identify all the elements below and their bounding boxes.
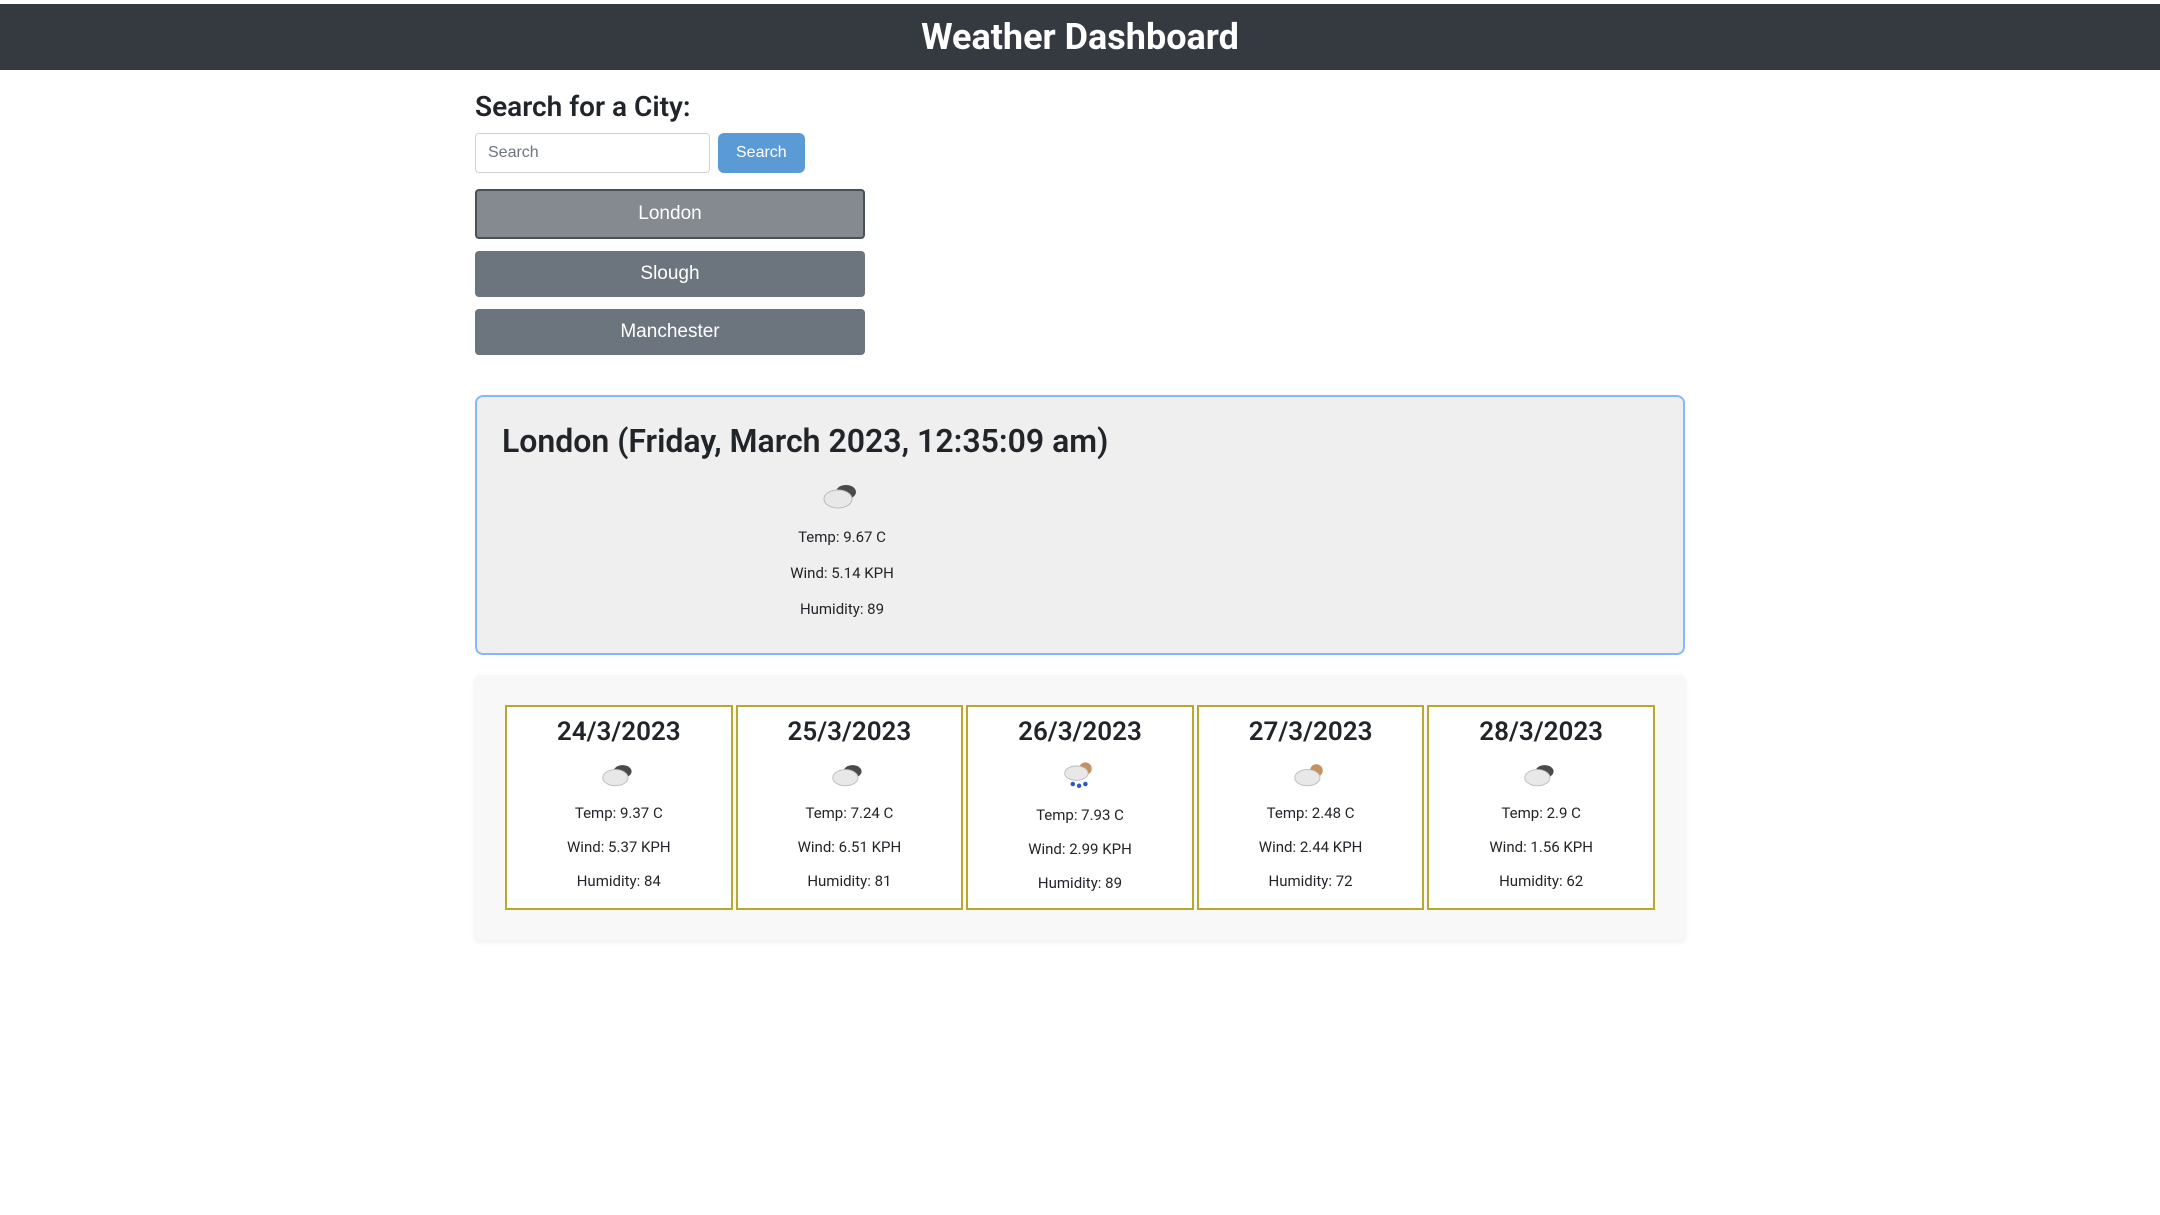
app-header: Weather Dashboard — [0, 4, 2160, 70]
forecast-date: 24/3/2023 — [515, 717, 723, 747]
forecast-humidity: Humidity: 62 — [1437, 872, 1645, 890]
forecast-wind: Wind: 5.37 KPH — [515, 838, 723, 856]
city-history: London Slough Manchester — [475, 189, 1685, 355]
forecast-humidity: Humidity: 72 — [1207, 872, 1415, 890]
forecast-temp: Temp: 2.48 C — [1207, 804, 1415, 822]
forecast-temp: Temp: 7.24 C — [746, 804, 954, 822]
search-row: Search — [475, 133, 1685, 173]
cloud-dark-icon — [515, 759, 723, 788]
city-button-slough[interactable]: Slough — [475, 251, 865, 297]
forecast-card: 28/3/2023 Temp: 2.9 C Wind: 1.56 KPH Hum… — [1427, 705, 1655, 910]
forecast-row: 24/3/2023 Temp: 9.37 C Wind: 5.37 KPH Hu… — [505, 705, 1655, 910]
forecast-card: 26/3/2023 Temp: 7.93 C Wind: 2.99 KPH Hu… — [966, 705, 1194, 910]
forecast-date: 28/3/2023 — [1437, 717, 1645, 747]
current-weather-title: London (Friday, March 2023, 12:35:09 am) — [502, 422, 1658, 460]
forecast-card: 25/3/2023 Temp: 7.24 C Wind: 6.51 KPH Hu… — [736, 705, 964, 910]
search-section: Search for a City: Search London Slough … — [475, 90, 1685, 355]
current-wind: Wind: 5.14 KPH — [712, 564, 972, 582]
forecast-temp: Temp: 7.93 C — [976, 806, 1184, 824]
cloud-dark-icon — [746, 759, 954, 788]
current-humidity: Humidity: 89 — [712, 600, 972, 618]
forecast-humidity: Humidity: 89 — [976, 874, 1184, 892]
forecast-humidity: Humidity: 84 — [515, 872, 723, 890]
cloud-dark-icon — [712, 480, 972, 510]
search-input[interactable] — [475, 133, 710, 173]
forecast-container: 24/3/2023 Temp: 9.37 C Wind: 5.37 KPH Hu… — [475, 675, 1685, 940]
forecast-humidity: Humidity: 81 — [746, 872, 954, 890]
forecast-date: 25/3/2023 — [746, 717, 954, 747]
partly-cloudy-icon — [1207, 759, 1415, 788]
forecast-card: 27/3/2023 Temp: 2.48 C Wind: 2.44 KPH Hu… — [1197, 705, 1425, 910]
forecast-wind: Wind: 1.56 KPH — [1437, 838, 1645, 856]
forecast-date: 27/3/2023 — [1207, 717, 1415, 747]
forecast-temp: Temp: 2.9 C — [1437, 804, 1645, 822]
city-button-london[interactable]: London — [475, 189, 865, 239]
forecast-wind: Wind: 2.44 KPH — [1207, 838, 1415, 856]
search-button[interactable]: Search — [718, 133, 805, 173]
forecast-temp: Temp: 9.37 C — [515, 804, 723, 822]
forecast-card: 24/3/2023 Temp: 9.37 C Wind: 5.37 KPH Hu… — [505, 705, 733, 910]
cloud-dark-icon — [1437, 759, 1645, 788]
current-temp: Temp: 9.67 C — [712, 528, 972, 546]
current-weather-details: Temp: 9.67 C Wind: 5.14 KPH Humidity: 89 — [712, 480, 972, 618]
current-weather-card: London (Friday, March 2023, 12:35:09 am)… — [475, 395, 1685, 655]
city-button-manchester[interactable]: Manchester — [475, 309, 865, 355]
app-title: Weather Dashboard — [0, 16, 2160, 58]
forecast-wind: Wind: 6.51 KPH — [746, 838, 954, 856]
search-title: Search for a City: — [475, 90, 1685, 123]
forecast-wind: Wind: 2.99 KPH — [976, 840, 1184, 858]
forecast-date: 26/3/2023 — [976, 717, 1184, 747]
rain-icon — [976, 759, 1184, 790]
